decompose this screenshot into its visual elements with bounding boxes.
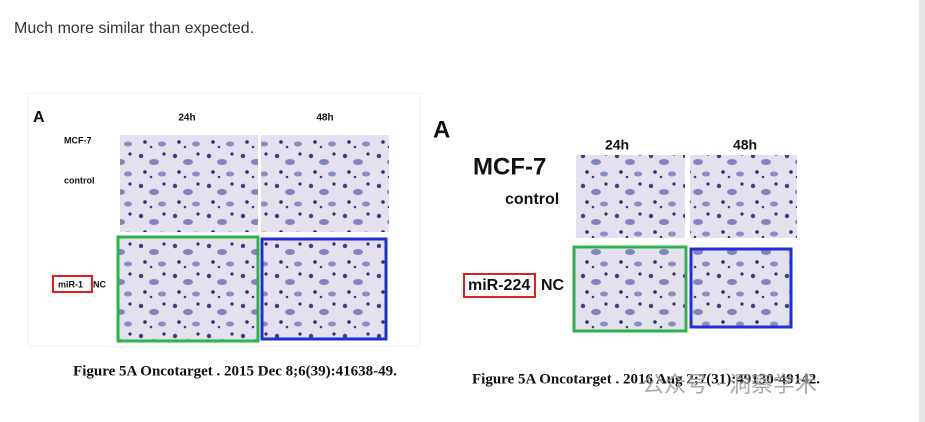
highlight-box xyxy=(463,273,536,298)
highlight-box xyxy=(52,275,93,293)
watermark: 公众号 · 洞察学术 xyxy=(642,373,817,398)
column-label: 48h xyxy=(316,113,333,124)
caption: Figure 5A Oncotarget . 2016 Aug 2;7(31):… xyxy=(472,371,820,387)
row-label: control xyxy=(64,175,95,185)
micrograph xyxy=(576,155,685,238)
micrograph xyxy=(689,247,793,329)
row-label: MCF-7 xyxy=(473,153,546,180)
panel-letter: A xyxy=(433,116,450,143)
row-label: MCF-7 xyxy=(64,135,92,145)
panel-letter: A xyxy=(33,109,45,126)
micrograph xyxy=(261,135,389,232)
micrograph xyxy=(690,155,797,238)
column-label: 24h xyxy=(178,113,195,124)
micrograph xyxy=(260,237,388,341)
caption: Figure 5A Oncotarget . 2015 Dec 8;6(39):… xyxy=(73,363,397,379)
row-label: NC xyxy=(93,279,106,289)
row-label: miR-224 xyxy=(468,277,530,294)
micrograph xyxy=(116,235,260,343)
lead-text: Much more similar than expected. xyxy=(14,20,255,37)
scrollbar xyxy=(919,0,925,422)
column-label: 24h xyxy=(605,137,629,153)
column-label: 48h xyxy=(733,137,757,153)
row-label: NC xyxy=(541,277,565,294)
micrograph xyxy=(120,135,258,232)
row-label: control xyxy=(505,191,559,208)
row-label: miR-1 xyxy=(58,279,83,289)
micrograph xyxy=(572,245,688,333)
